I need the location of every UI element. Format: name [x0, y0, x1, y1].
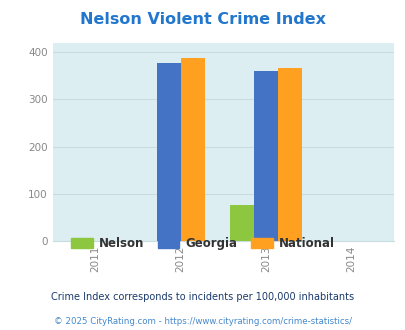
Legend: Nelson, Georgia, National: Nelson, Georgia, National	[66, 232, 339, 255]
Bar	[156, 63, 180, 241]
Bar	[277, 68, 301, 241]
Text: Crime Index corresponds to incidents per 100,000 inhabitants: Crime Index corresponds to incidents per…	[51, 292, 354, 302]
Bar	[254, 71, 277, 241]
Text: Nelson Violent Crime Index: Nelson Violent Crime Index	[80, 12, 325, 26]
Bar	[180, 58, 204, 241]
Text: © 2025 CityRating.com - https://www.cityrating.com/crime-statistics/: © 2025 CityRating.com - https://www.city…	[54, 317, 351, 326]
Bar	[230, 205, 254, 241]
